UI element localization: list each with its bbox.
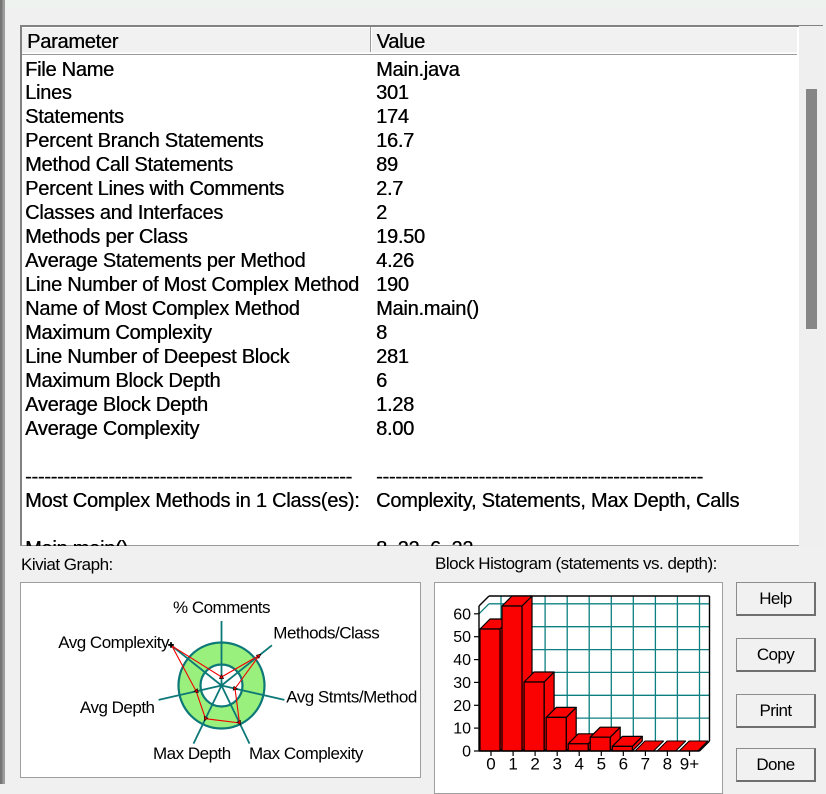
- svg-text:50: 50: [453, 629, 471, 646]
- svg-text:30: 30: [453, 675, 471, 692]
- svg-text:5: 5: [597, 754, 606, 773]
- svg-text:Avg Complexity: Avg Complexity: [58, 633, 170, 652]
- svg-text:1: 1: [508, 754, 517, 773]
- svg-text:8: 8: [663, 754, 672, 773]
- svg-text:Max Depth: Max Depth: [153, 744, 231, 763]
- svg-text:40: 40: [453, 652, 471, 669]
- svg-text:0: 0: [486, 754, 495, 773]
- svg-text:Max Complexity: Max Complexity: [249, 744, 364, 763]
- svg-text:0: 0: [462, 744, 471, 761]
- svg-text:7: 7: [641, 754, 650, 773]
- svg-text:2: 2: [530, 754, 539, 773]
- svg-text:3: 3: [552, 754, 561, 773]
- svg-text:20: 20: [453, 698, 471, 715]
- svg-text:Methods/Class: Methods/Class: [273, 623, 379, 642]
- svg-text:6: 6: [619, 754, 628, 773]
- svg-text:Avg Stmts/Method: Avg Stmts/Method: [286, 688, 417, 707]
- svg-text:60: 60: [453, 606, 471, 623]
- svg-text:9+: 9+: [680, 754, 699, 773]
- svg-text:Avg Depth: Avg Depth: [80, 698, 155, 717]
- svg-text:10: 10: [453, 721, 471, 738]
- svg-text:4: 4: [574, 754, 583, 773]
- svg-text:% Comments: % Comments: [173, 598, 270, 617]
